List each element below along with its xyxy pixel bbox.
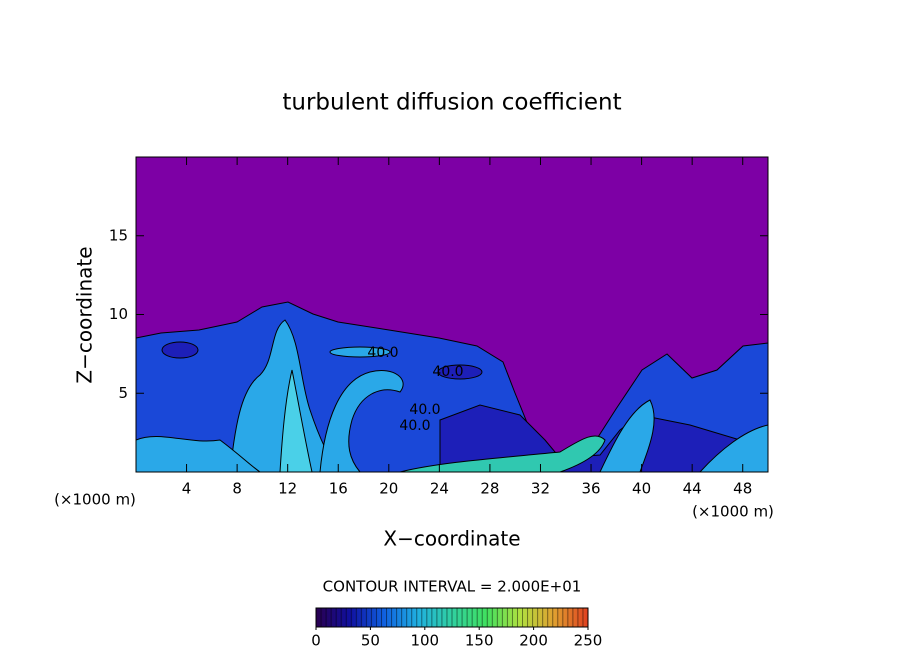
colorbar-tick-label: 200	[519, 632, 548, 650]
y-tick-label: 10	[109, 305, 128, 323]
contour-label: 40.0	[367, 345, 398, 361]
colorbar-tick-label: 150	[465, 632, 494, 650]
colorbar	[315, 607, 589, 628]
x-tick-label: 8	[232, 480, 242, 498]
y-tick-label: 5	[118, 384, 128, 402]
x-tick-label: 4	[182, 480, 192, 498]
field-region	[136, 436, 261, 472]
contour-interval: CONTOUR INTERVAL = 2.000E+01	[323, 578, 582, 596]
x-tick-label: 12	[278, 480, 297, 498]
contour-label: 40.0	[409, 402, 440, 418]
x-tick-label: 28	[480, 480, 499, 498]
contour-field	[136, 157, 768, 472]
x-tick-label: 48	[733, 480, 752, 498]
colorbar-tick-label: 100	[410, 632, 439, 650]
y-axis-label: Z−coordinate	[73, 246, 97, 383]
field-region	[319, 370, 404, 472]
x-unit-left: (×1000 m)	[54, 491, 136, 509]
field-region	[599, 399, 655, 472]
x-tick-label: 16	[329, 480, 348, 498]
colorbar-tick-label: 0	[311, 632, 321, 650]
field-region	[399, 435, 606, 472]
x-unit-right: (×1000 m)	[692, 503, 774, 521]
x-tick-label: 24	[430, 480, 449, 498]
field-region	[437, 364, 483, 380]
contour-label: 40.0	[399, 418, 430, 434]
x-tick-label: 20	[379, 480, 398, 498]
field-region	[279, 369, 313, 472]
x-tick-label: 40	[632, 480, 651, 498]
x-tick-label: 32	[531, 480, 550, 498]
field-region	[229, 319, 341, 472]
chart-title: turbulent diffusion coefficient	[282, 90, 621, 116]
field-region	[329, 346, 391, 358]
x-axis-label: X−coordinate	[383, 527, 520, 551]
x-tick-label: 36	[581, 480, 600, 498]
y-tick-label: 15	[109, 226, 128, 244]
field-region	[161, 341, 199, 359]
x-tick-label: 44	[683, 480, 702, 498]
contour-label: 40.0	[432, 364, 463, 380]
colorbar-tick-label: 50	[361, 632, 380, 650]
colorbar-tick-label: 250	[574, 632, 603, 650]
